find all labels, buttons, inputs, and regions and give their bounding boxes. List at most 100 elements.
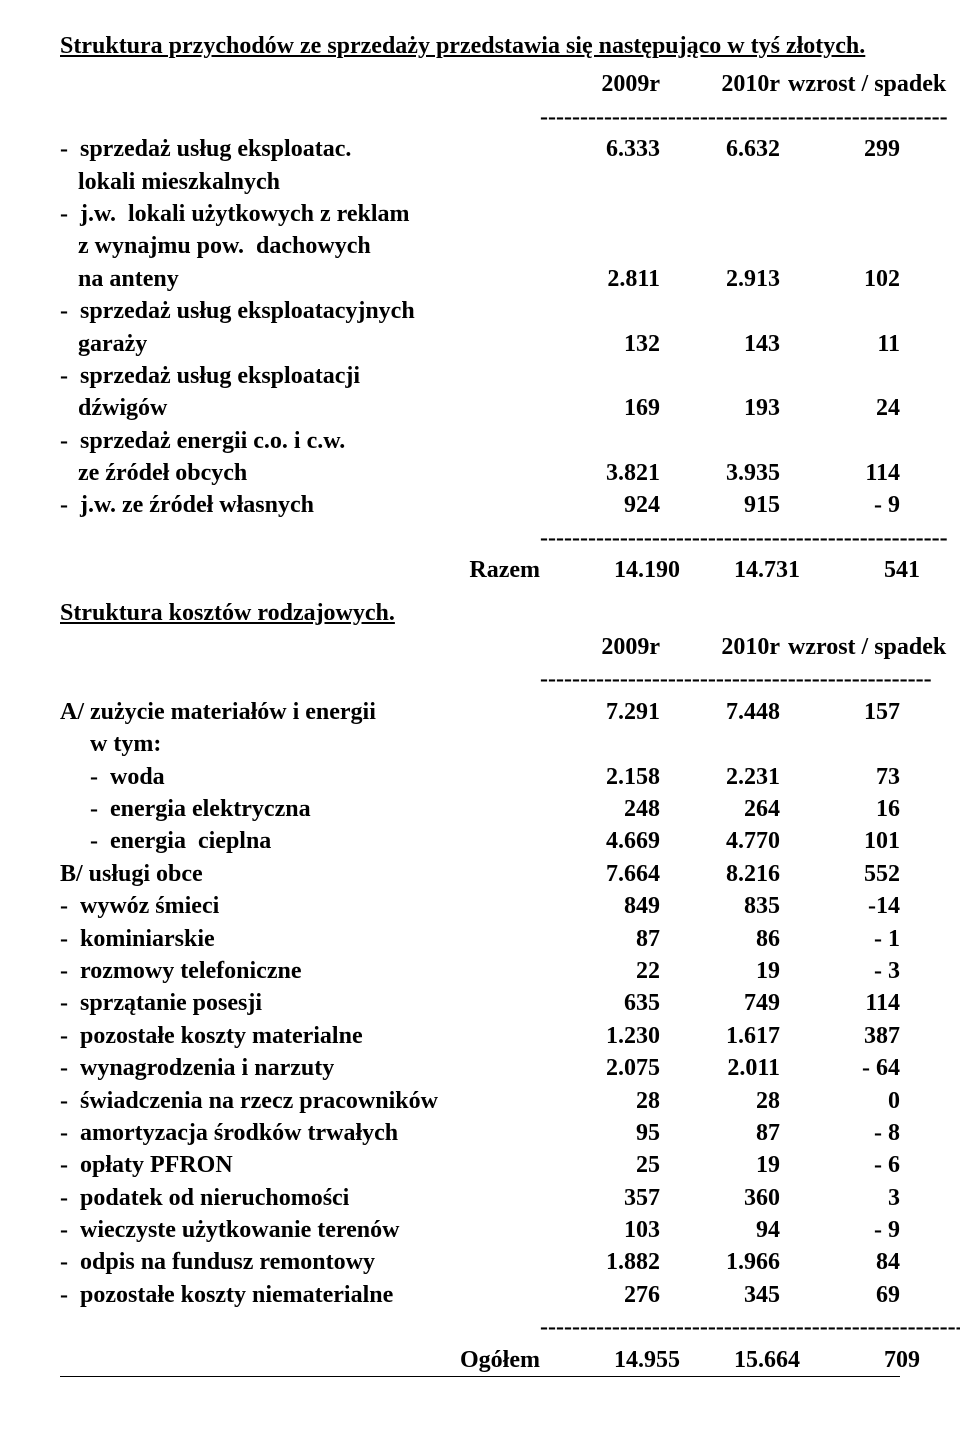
row-col-c bbox=[780, 360, 900, 392]
row-col-b: 86 bbox=[660, 923, 780, 955]
table-row: - sprzedaż usług eksploatacji bbox=[60, 360, 900, 392]
divider-text: ----------------------------------------… bbox=[540, 522, 948, 554]
row-label: z wynajmu pow. dachowych bbox=[60, 230, 540, 262]
table-row: - pozostałe koszty materialne1.2301.6173… bbox=[60, 1020, 900, 1052]
row-col-a: 25 bbox=[540, 1149, 660, 1181]
table-row: - energia cieplna4.6694.770101 bbox=[60, 825, 900, 857]
divider-text: ----------------------------------------… bbox=[540, 663, 932, 695]
total-label: Ogółem bbox=[60, 1344, 560, 1376]
row-label: - sprzedaż usług eksploatacji bbox=[60, 360, 540, 392]
header-y1: 2009r bbox=[540, 68, 660, 100]
table-row: - woda2.1582.23173 bbox=[60, 761, 900, 793]
table-row: - energia elektryczna24826416 bbox=[60, 793, 900, 825]
row-col-c: 157 bbox=[780, 696, 900, 728]
row-label: lokali mieszkalnych bbox=[60, 166, 540, 198]
row-col-b: 4.770 bbox=[660, 825, 780, 857]
row-col-c: 69 bbox=[780, 1279, 900, 1311]
row-col-b: 6.632 bbox=[660, 133, 780, 165]
row-label: na anteny bbox=[60, 263, 540, 295]
page: Struktura przychodów ze sprzedaży przeds… bbox=[0, 0, 960, 1437]
row-col-c bbox=[780, 728, 900, 760]
row-col-c: - 8 bbox=[780, 1117, 900, 1149]
table-row: - sprzedaż usług eksploatac.6.3336.63229… bbox=[60, 133, 900, 165]
row-label: - pozostałe koszty niematerialne bbox=[60, 1279, 540, 1311]
row-col-b bbox=[660, 295, 780, 327]
row-label: - kominiarskie bbox=[60, 923, 540, 955]
row-col-a: 2.075 bbox=[540, 1052, 660, 1084]
row-col-a: 95 bbox=[540, 1117, 660, 1149]
row-col-c: - 64 bbox=[780, 1052, 900, 1084]
row-col-b: 143 bbox=[660, 328, 780, 360]
table-row: - sprzątanie posesji635749114 bbox=[60, 987, 900, 1019]
row-label: - wynagrodzenia i narzuty bbox=[60, 1052, 540, 1084]
row-label: - energia cieplna bbox=[60, 825, 540, 857]
total-label: Razem bbox=[60, 554, 560, 586]
row-col-b: 345 bbox=[660, 1279, 780, 1311]
row-label: - sprzątanie posesji bbox=[60, 987, 540, 1019]
row-col-b: 2.011 bbox=[660, 1052, 780, 1084]
row-col-b: 360 bbox=[660, 1182, 780, 1214]
row-col-c: 24 bbox=[780, 392, 900, 424]
row-label: - rozmowy telefoniczne bbox=[60, 955, 540, 987]
row-col-a bbox=[540, 198, 660, 230]
row-col-a: 849 bbox=[540, 890, 660, 922]
row-label: - świadczenia na rzecz pracowników bbox=[60, 1085, 540, 1117]
row-col-c: 387 bbox=[780, 1020, 900, 1052]
table-row: - j.w. lokali użytkowych z reklam bbox=[60, 198, 900, 230]
table-row: - opłaty PFRON2519- 6 bbox=[60, 1149, 900, 1181]
row-col-a: 3.821 bbox=[540, 457, 660, 489]
row-col-c: 299 bbox=[780, 133, 900, 165]
table-row: - rozmowy telefoniczne2219- 3 bbox=[60, 955, 900, 987]
row-col-a: 924 bbox=[540, 489, 660, 521]
table-row: - j.w. ze źródeł własnych924915- 9 bbox=[60, 489, 900, 521]
row-label: - opłaty PFRON bbox=[60, 1149, 540, 1181]
row-col-b: 19 bbox=[660, 955, 780, 987]
row-col-c: 0 bbox=[780, 1085, 900, 1117]
row-col-a: 1.230 bbox=[540, 1020, 660, 1052]
row-col-b: 3.935 bbox=[660, 457, 780, 489]
row-col-c: - 3 bbox=[780, 955, 900, 987]
row-col-b bbox=[660, 360, 780, 392]
header-spacer bbox=[60, 68, 540, 100]
row-col-c: - 9 bbox=[780, 1214, 900, 1246]
table-row: - wieczyste użytkowanie terenów10394- 9 bbox=[60, 1214, 900, 1246]
row-label: garaży bbox=[60, 328, 540, 360]
row-col-b bbox=[660, 198, 780, 230]
table-row: w tym: bbox=[60, 728, 900, 760]
row-col-a: 1.882 bbox=[540, 1246, 660, 1278]
table-row: garaży13214311 bbox=[60, 328, 900, 360]
row-col-a: 248 bbox=[540, 793, 660, 825]
section1-divider-top: ----------------------------------------… bbox=[60, 101, 900, 133]
divider-text: ----------------------------------------… bbox=[540, 101, 948, 133]
section1-rows: - sprzedaż usług eksploatac.6.3336.63229… bbox=[60, 133, 900, 522]
row-col-c bbox=[780, 230, 900, 262]
table-row: - wywóz śmieci849835-14 bbox=[60, 890, 900, 922]
header-delta: wzrost / spadek bbox=[780, 631, 960, 663]
section2-title: Struktura kosztów rodzajowych. bbox=[60, 597, 900, 629]
row-col-b: 1.966 bbox=[660, 1246, 780, 1278]
row-col-c: 11 bbox=[780, 328, 900, 360]
row-label: - podatek od nieruchomości bbox=[60, 1182, 540, 1214]
row-label: - sprzedaż energii c.o. i c.w. bbox=[60, 425, 540, 457]
row-col-c: 3 bbox=[780, 1182, 900, 1214]
section2-rows: A/ zużycie materiałów i energii7.2917.44… bbox=[60, 696, 900, 1311]
table-row: - amortyzacja środków trwałych9587- 8 bbox=[60, 1117, 900, 1149]
row-col-a: 2.811 bbox=[540, 263, 660, 295]
row-col-a bbox=[540, 230, 660, 262]
row-col-a: 169 bbox=[540, 392, 660, 424]
row-label: dźwigów bbox=[60, 392, 540, 424]
header-delta: wzrost / spadek bbox=[780, 68, 960, 100]
row-col-a: 132 bbox=[540, 328, 660, 360]
section2-divider-bottom: ----------------------------------------… bbox=[60, 1311, 900, 1343]
total-c: 541 bbox=[800, 554, 920, 586]
row-col-a bbox=[540, 728, 660, 760]
row-col-a: 87 bbox=[540, 923, 660, 955]
total-b: 15.664 bbox=[680, 1344, 800, 1376]
header-y1: 2009r bbox=[540, 631, 660, 663]
table-row: z wynajmu pow. dachowych bbox=[60, 230, 900, 262]
row-label: - j.w. lokali użytkowych z reklam bbox=[60, 198, 540, 230]
row-col-a: 103 bbox=[540, 1214, 660, 1246]
section1-divider-bottom: ----------------------------------------… bbox=[60, 522, 900, 554]
row-label: - wieczyste użytkowanie terenów bbox=[60, 1214, 540, 1246]
row-col-b: 264 bbox=[660, 793, 780, 825]
